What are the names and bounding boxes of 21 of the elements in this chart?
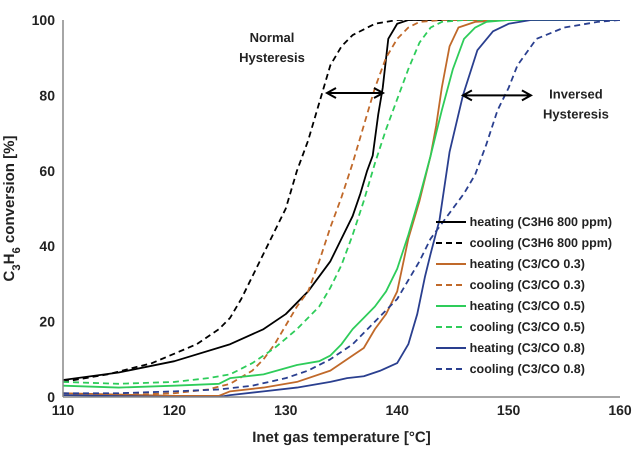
x-tick-label: 150 — [496, 402, 520, 418]
legend-label: heating (C3/CO 0.8) — [470, 340, 585, 354]
x-tick-label: 160 — [608, 402, 632, 418]
legend-label: cooling (C3/CO 0.8) — [470, 362, 585, 376]
legend-label: cooling (C3/CO 0.5) — [470, 320, 585, 334]
legend-label: heating (C3H6 800 ppm) — [470, 214, 612, 228]
y-tick-label: 20 — [39, 314, 56, 330]
x-tick-label: 130 — [274, 402, 298, 418]
y-tick-label: 100 — [32, 12, 56, 28]
legend-label: heating (C3/CO 0.5) — [470, 298, 585, 312]
annotation: Normal Hysteresis — [239, 30, 305, 65]
x-tick-label: 120 — [162, 402, 186, 418]
legend-label: cooling (C3H6 800 ppm) — [470, 236, 612, 250]
annotation: Inversed Hysteresis — [543, 86, 609, 122]
y-tick-label: 60 — [39, 162, 56, 179]
y-tick-label: 40 — [39, 238, 56, 254]
x-tick-label: 140 — [386, 402, 410, 418]
legend-label: heating (C3/CO 0.3) — [470, 256, 585, 270]
x-axis-title: Inet gas temperature [°C] — [252, 429, 431, 446]
legend-label: cooling (C3/CO 0.3) — [470, 278, 585, 292]
y-tick-label: 80 — [39, 87, 56, 104]
